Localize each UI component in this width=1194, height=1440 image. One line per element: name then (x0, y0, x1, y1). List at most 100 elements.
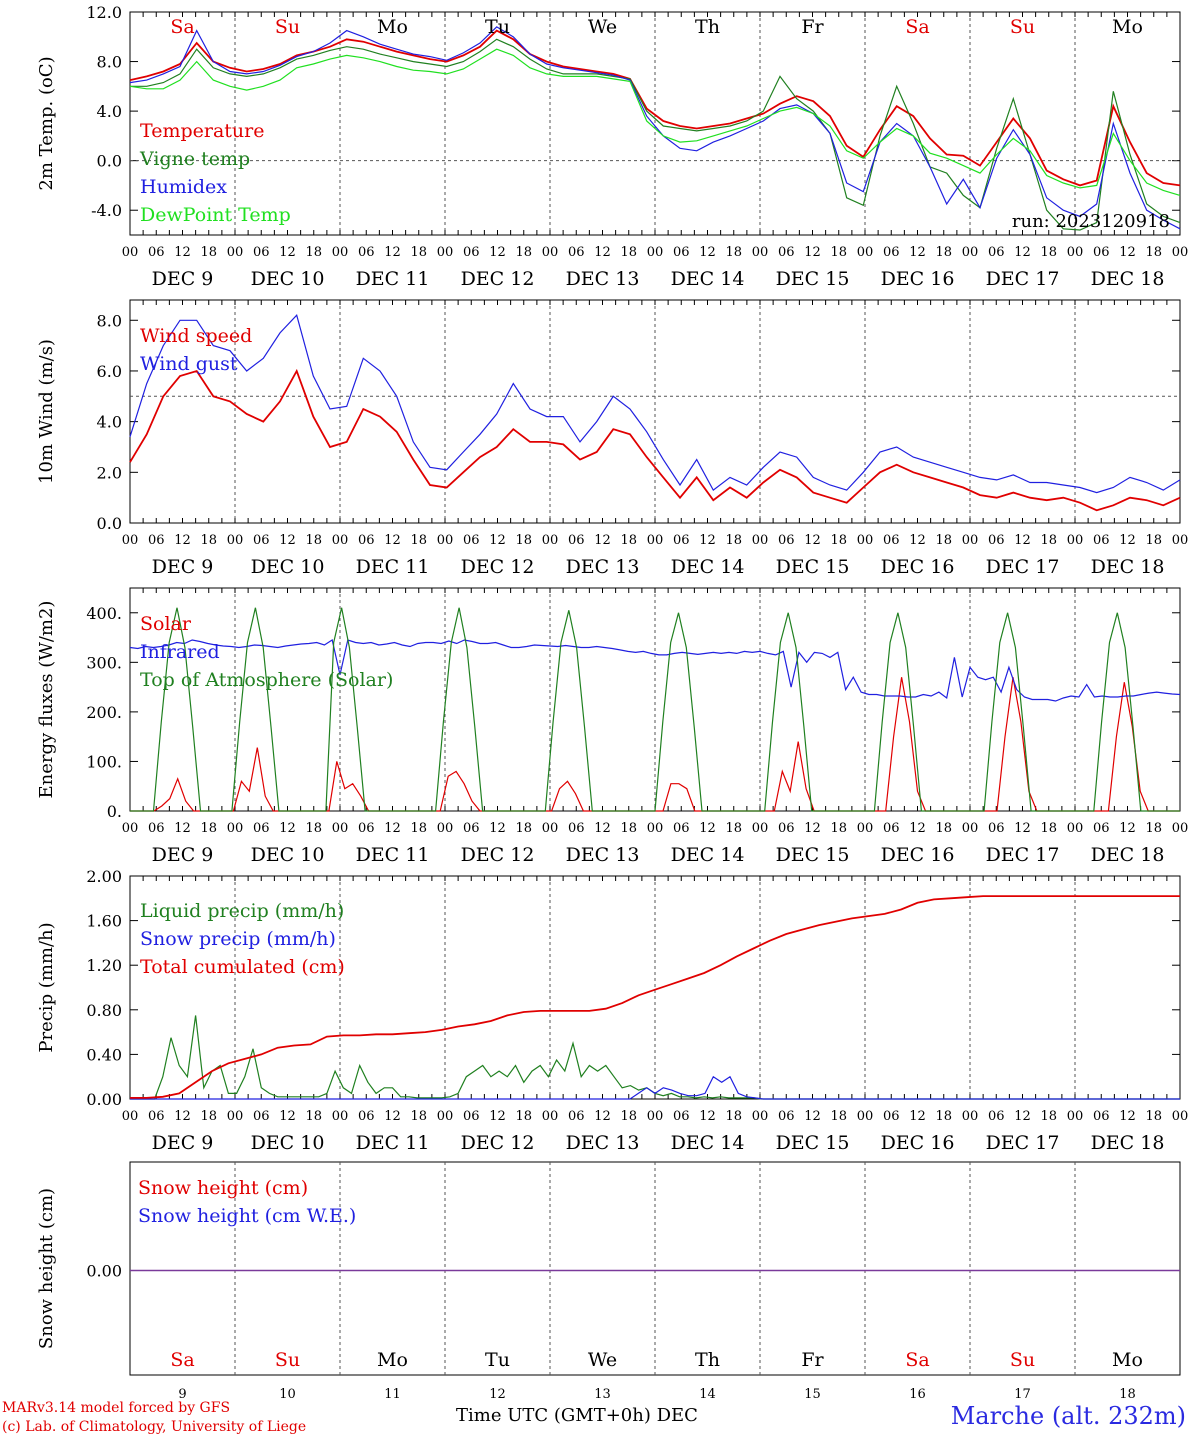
y-tick-label: 12.0 (86, 3, 122, 22)
weekday-label: Fr (801, 16, 824, 38)
weekday-label: We (588, 16, 617, 38)
hour-tick-label: 00 (332, 245, 349, 260)
hour-tick-label: 00 (752, 245, 769, 260)
hour-tick-label: 18 (620, 821, 637, 836)
weekday-label: We (588, 1349, 617, 1371)
y-tick-label: 0.0 (97, 514, 122, 533)
model-credit: MARv3.14 model forced by GFS (2, 1400, 231, 1416)
day-label: DEC 10 (251, 844, 325, 866)
hour-tick-label: 18 (935, 1109, 952, 1124)
y-tick-label: 4.0 (97, 413, 122, 432)
hour-tick-label: 06 (1093, 245, 1110, 260)
series-line (129, 26, 1181, 230)
y-axis-label: 2m Temp. (oC) (36, 56, 57, 190)
day-label: DEC 17 (986, 268, 1060, 290)
hour-tick-label: 12 (174, 821, 191, 836)
hour-tick-label: 00 (752, 1109, 769, 1124)
hour-tick-label: 00 (1172, 1109, 1189, 1124)
weekday-label: Tu (485, 16, 510, 38)
day-label: DEC 16 (881, 844, 955, 866)
hour-tick-label: 18 (515, 533, 532, 548)
bottom-day-number: 16 (909, 1387, 926, 1400)
y-tick-label: 0. (107, 802, 122, 821)
hour-tick-label: 12 (594, 1109, 611, 1124)
hour-tick-label: 12 (699, 821, 716, 836)
day-label: DEC 16 (881, 1132, 955, 1154)
hour-tick-label: 18 (1040, 821, 1057, 836)
day-label: DEC 15 (776, 1132, 850, 1154)
hour-tick-label: 06 (358, 533, 375, 548)
series-line (129, 48, 1181, 196)
hour-tick-label: 06 (778, 821, 795, 836)
hour-tick-label: 18 (305, 1109, 322, 1124)
hour-tick-label: 12 (384, 245, 401, 260)
hour-tick-label: 18 (620, 533, 637, 548)
hour-tick-label: 06 (883, 245, 900, 260)
hour-tick-label: 18 (1040, 1109, 1057, 1124)
y-tick-label: 8.0 (97, 311, 122, 330)
bottom-day-number: 15 (804, 1387, 821, 1400)
y-axis-label: Snow height (cm) (36, 1188, 57, 1349)
day-label: DEC 10 (251, 556, 325, 578)
hour-tick-label: 00 (1067, 533, 1084, 548)
hour-tick-label: 18 (935, 821, 952, 836)
legend-entry: Vigne temp (139, 148, 250, 170)
hour-tick-label: 12 (489, 245, 506, 260)
hour-tick-label: 12 (279, 533, 296, 548)
y-axis-label: 10m Wind (m/s) (36, 339, 57, 484)
hour-tick-label: 12 (1014, 533, 1031, 548)
hour-tick-label: 18 (305, 533, 322, 548)
day-label: DEC 18 (1091, 268, 1165, 290)
y-tick-label: 400. (86, 604, 122, 623)
hour-tick-label: 18 (200, 1109, 217, 1124)
day-label: DEC 11 (356, 1132, 430, 1154)
hour-tick-label: 12 (699, 533, 716, 548)
hour-tick-label: 06 (463, 1109, 480, 1124)
hour-tick-label: 06 (988, 533, 1005, 548)
copyright-credit: (c) Lab. of Climatology, University of L… (2, 1419, 307, 1435)
weekday-label: Mo (377, 16, 408, 38)
day-label: DEC 11 (356, 268, 430, 290)
hour-tick-label: 06 (463, 533, 480, 548)
hour-tick-label: 18 (200, 533, 217, 548)
hour-tick-label: 18 (410, 245, 427, 260)
y-tick-label: 1.20 (86, 956, 122, 975)
hour-tick-label: 06 (883, 821, 900, 836)
day-label: DEC 16 (881, 556, 955, 578)
bottom-day-number: 17 (1014, 1387, 1031, 1400)
y-tick-label: 2.00 (86, 867, 122, 886)
weekday-label: Sa (170, 1349, 194, 1371)
legend-entry: Snow precip (mm/h) (140, 928, 336, 950)
hour-tick-label: 06 (778, 1109, 795, 1124)
hour-tick-label: 00 (1172, 533, 1189, 548)
day-label: DEC 16 (881, 268, 955, 290)
bottom-day-number: 11 (384, 1387, 401, 1400)
hour-tick-label: 00 (962, 821, 979, 836)
weekday-label: Tu (485, 1349, 510, 1371)
hour-tick-label: 00 (1067, 821, 1084, 836)
y-tick-label: 8.0 (97, 53, 122, 72)
hour-tick-label: 06 (778, 245, 795, 260)
hour-tick-label: 00 (227, 245, 244, 260)
y-tick-label: 2.0 (97, 463, 122, 482)
hour-tick-label: 12 (384, 821, 401, 836)
legend-entry: Top of Atmosphere (Solar) (140, 669, 393, 691)
hour-tick-label: 18 (830, 245, 847, 260)
hour-tick-label: 12 (174, 1109, 191, 1124)
panel-frame (129, 11, 1181, 236)
day-label: DEC 13 (566, 556, 640, 578)
y-tick-label: 0.0 (97, 152, 122, 171)
day-label: DEC 14 (671, 844, 745, 866)
hour-tick-label: 12 (594, 533, 611, 548)
hour-tick-label: 18 (830, 533, 847, 548)
hour-tick-label: 00 (647, 1109, 664, 1124)
hour-tick-label: 06 (883, 1109, 900, 1124)
y-tick-label: -4.0 (91, 201, 122, 220)
legend-entry: Snow height (cm W.E.) (138, 1205, 356, 1227)
hour-tick-label: 00 (437, 245, 454, 260)
hour-tick-label: 00 (332, 533, 349, 548)
hour-tick-label: 00 (332, 1109, 349, 1124)
panel-frame (129, 587, 1181, 812)
hour-tick-label: 00 (857, 821, 874, 836)
